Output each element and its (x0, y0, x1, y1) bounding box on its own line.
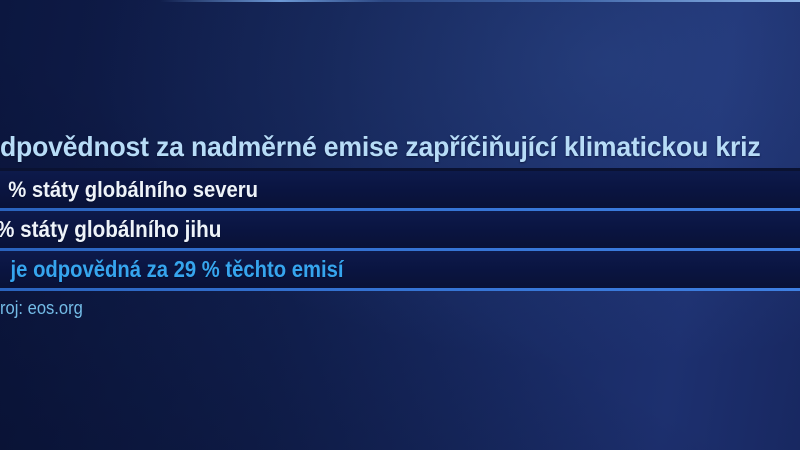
fact-row-south: % státy globálního jihu (0, 211, 800, 248)
separator-line (0, 248, 800, 251)
headline: dpovědnost za nadměrné emise zapříčiňují… (0, 131, 761, 162)
fact-row-text: % státy globálního jihu (0, 216, 222, 242)
source-credit: roj: eos.org (0, 298, 83, 318)
top-edge-highlight (0, 0, 800, 2)
fact-list-top-edge (0, 168, 800, 171)
fact-row-text: je odpovědná za 29 % těchto emisí (10, 256, 344, 282)
fact-row-north: % státy globálního severu (0, 171, 800, 208)
separator-line (0, 288, 800, 291)
fact-row-text: % státy globálního severu (8, 176, 258, 202)
fact-list: % státy globálního severu % státy globál… (0, 168, 800, 291)
fact-row-highlight: je odpovědná za 29 % těchto emisí (0, 251, 800, 288)
separator-line (0, 208, 800, 211)
